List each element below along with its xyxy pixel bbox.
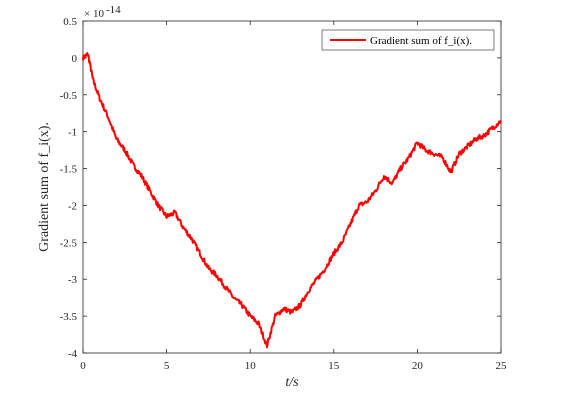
y-tick-label: -4 bbox=[68, 348, 78, 360]
x-tick-label: 20 bbox=[412, 360, 424, 372]
y-tick-label: -2 bbox=[68, 200, 77, 212]
legend-box bbox=[321, 29, 495, 51]
x-tick-label: 10 bbox=[245, 360, 257, 372]
series-layer bbox=[82, 52, 502, 349]
plot-area bbox=[82, 20, 502, 354]
y-axis-ticks: 0.5 0 -0.5 -1 -1.5 -2 -2.5 -3 -3.5 -4 bbox=[60, 16, 501, 360]
y-axis-label: Gradient sum of f_i(x). bbox=[37, 122, 52, 252]
y-tick-label: 0.5 bbox=[63, 16, 77, 28]
x-axis-ticks: 0 5 10 15 20 25 bbox=[80, 21, 507, 372]
x-tick-label: 0 bbox=[80, 360, 86, 372]
x-tick-label: 25 bbox=[496, 360, 508, 372]
y-exponent-power: -14 bbox=[106, 4, 121, 16]
y-tick-label: -1 bbox=[68, 127, 77, 139]
x-tick-label: 15 bbox=[328, 360, 340, 372]
x-tick-label: 5 bbox=[164, 360, 170, 372]
y-tick-label: -2.5 bbox=[60, 237, 78, 249]
y-tick-label: -1.5 bbox=[60, 164, 78, 176]
y-tick-label: 0 bbox=[72, 53, 78, 65]
y-tick-label: -0.5 bbox=[60, 90, 78, 102]
x-axis-label: t/s bbox=[285, 375, 299, 390]
legend-label: Gradient sum of f_i(x). bbox=[370, 35, 472, 47]
legend: Gradient sum of f_i(x). bbox=[321, 29, 495, 51]
y-tick-label: -3.5 bbox=[60, 311, 78, 323]
y-tick-label: -3 bbox=[68, 274, 78, 286]
y-exponent-base: × 10 bbox=[84, 8, 104, 20]
series-line bbox=[82, 52, 502, 349]
